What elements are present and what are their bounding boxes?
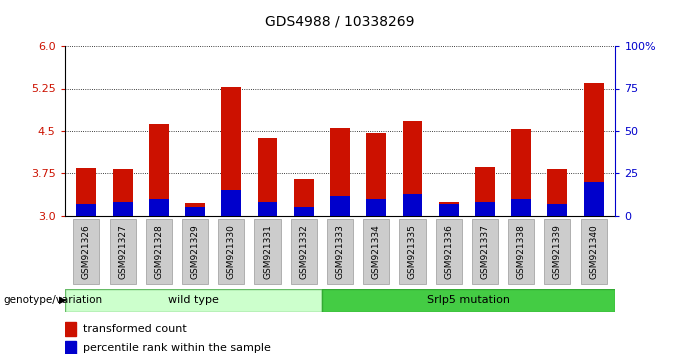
Bar <box>475 167 495 216</box>
FancyBboxPatch shape <box>218 219 244 284</box>
Text: GSM921336: GSM921336 <box>444 224 453 279</box>
Text: GSM921335: GSM921335 <box>408 224 417 279</box>
FancyBboxPatch shape <box>545 219 571 284</box>
FancyBboxPatch shape <box>581 219 607 284</box>
Bar <box>475 202 495 216</box>
Text: GSM921327: GSM921327 <box>118 224 127 279</box>
Bar <box>221 190 241 216</box>
Bar <box>367 133 386 216</box>
Bar <box>258 138 277 216</box>
Bar <box>403 121 422 216</box>
FancyBboxPatch shape <box>327 219 353 284</box>
Bar <box>294 207 313 216</box>
Text: wild type: wild type <box>168 295 218 305</box>
Bar <box>221 87 241 216</box>
FancyBboxPatch shape <box>146 219 172 284</box>
Bar <box>76 168 97 216</box>
Bar <box>185 204 205 216</box>
Bar <box>113 170 133 216</box>
Text: GSM921330: GSM921330 <box>227 224 236 279</box>
FancyBboxPatch shape <box>254 219 281 284</box>
Bar <box>65 322 75 336</box>
FancyBboxPatch shape <box>508 219 534 284</box>
FancyBboxPatch shape <box>322 289 615 312</box>
FancyBboxPatch shape <box>291 219 317 284</box>
Text: GSM921331: GSM921331 <box>263 224 272 279</box>
FancyBboxPatch shape <box>73 219 99 284</box>
Bar <box>439 204 459 216</box>
Text: GSM921332: GSM921332 <box>299 224 308 279</box>
Text: genotype/variation: genotype/variation <box>3 295 103 305</box>
Bar <box>583 182 604 216</box>
Bar <box>439 202 459 216</box>
Bar <box>547 169 567 216</box>
Bar <box>76 204 97 216</box>
Bar <box>185 207 205 216</box>
Text: percentile rank within the sample: percentile rank within the sample <box>83 343 271 353</box>
Text: GSM921333: GSM921333 <box>335 224 345 279</box>
Text: GSM921328: GSM921328 <box>154 224 163 279</box>
Text: GSM921340: GSM921340 <box>589 224 598 279</box>
Bar <box>367 199 386 216</box>
Bar <box>330 195 350 216</box>
Bar <box>149 199 169 216</box>
FancyBboxPatch shape <box>436 219 462 284</box>
Bar <box>294 178 313 216</box>
Text: GSM921326: GSM921326 <box>82 224 91 279</box>
Text: Srlp5 mutation: Srlp5 mutation <box>427 295 510 305</box>
FancyBboxPatch shape <box>65 289 322 312</box>
Text: GDS4988 / 10338269: GDS4988 / 10338269 <box>265 14 415 28</box>
Bar <box>583 83 604 216</box>
FancyBboxPatch shape <box>363 219 389 284</box>
Bar <box>547 204 567 216</box>
Text: GSM921329: GSM921329 <box>190 224 199 279</box>
Bar <box>403 194 422 216</box>
FancyBboxPatch shape <box>109 219 135 284</box>
Bar <box>330 128 350 216</box>
FancyBboxPatch shape <box>182 219 208 284</box>
Bar <box>258 202 277 216</box>
Text: transformed count: transformed count <box>83 324 187 334</box>
FancyBboxPatch shape <box>472 219 498 284</box>
FancyBboxPatch shape <box>399 219 426 284</box>
Text: ▶: ▶ <box>59 295 67 305</box>
Text: GSM921339: GSM921339 <box>553 224 562 279</box>
Bar <box>113 202 133 216</box>
Text: GSM921337: GSM921337 <box>481 224 490 279</box>
Bar <box>149 124 169 216</box>
Text: GSM921338: GSM921338 <box>517 224 526 279</box>
Text: GSM921334: GSM921334 <box>372 224 381 279</box>
Bar <box>511 129 531 216</box>
Bar <box>65 341 75 354</box>
Bar <box>511 199 531 216</box>
